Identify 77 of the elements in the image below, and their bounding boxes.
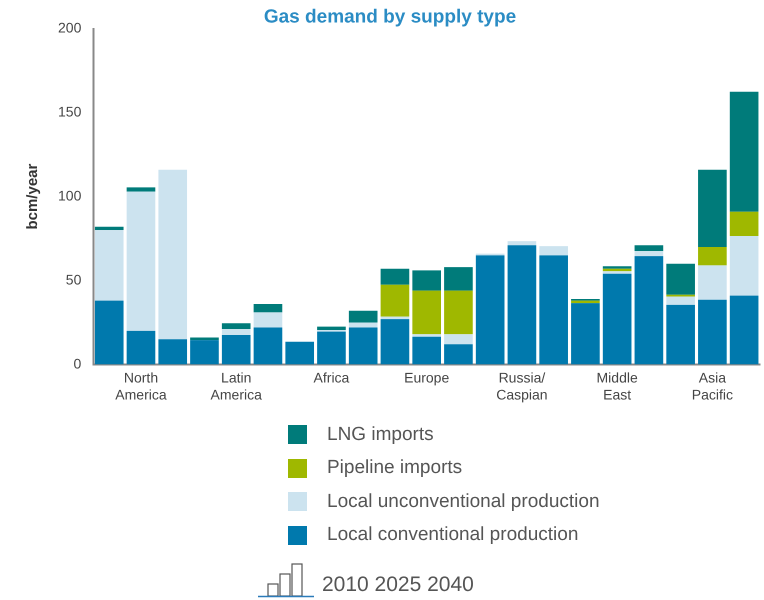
- bar: [602, 266, 632, 269]
- x-tick-label: Latin America: [210, 370, 262, 402]
- bar: [254, 304, 282, 312]
- legend-label: LNG imports: [327, 424, 434, 446]
- text: 2010 2025 2040: [322, 573, 474, 597]
- bar: [444, 267, 473, 291]
- bar: [158, 339, 188, 364]
- bar: [348, 310, 378, 322]
- legend-label: Local conventional production: [327, 524, 578, 546]
- bar: [634, 256, 664, 364]
- bar: [602, 274, 632, 364]
- y-tick-label: 50: [66, 271, 82, 288]
- y-tick-label: 0: [74, 355, 82, 372]
- bar: [380, 284, 410, 317]
- bar: [412, 270, 442, 291]
- bar: [285, 342, 314, 364]
- bar: [380, 319, 410, 364]
- bar: [698, 265, 727, 300]
- bar: [698, 300, 727, 364]
- bar: [94, 300, 124, 364]
- legend-label: Local unconventional production: [327, 490, 600, 513]
- x-tick-label: Middle East: [596, 370, 638, 402]
- bar: [222, 323, 251, 330]
- bar: [602, 271, 632, 274]
- bar: [508, 245, 536, 364]
- bar: [698, 246, 727, 266]
- bar: [190, 340, 219, 364]
- bar: [571, 303, 600, 364]
- x-tick-label: North America: [115, 370, 167, 402]
- bar: [317, 326, 346, 330]
- bar: [730, 212, 758, 236]
- bar: [508, 241, 536, 246]
- bar: [412, 334, 442, 337]
- y-axis-title: bcm/year: [24, 164, 42, 230]
- bar: [348, 327, 378, 364]
- bar: [444, 334, 473, 344]
- bar: [666, 296, 695, 305]
- bar: [222, 335, 251, 364]
- bar: [539, 255, 568, 364]
- bar: [317, 332, 346, 364]
- bar: [190, 338, 219, 340]
- bar: [444, 290, 473, 334]
- x-tick-label: Asia Pacific: [692, 370, 733, 402]
- bar: [634, 245, 664, 252]
- bar: [730, 92, 758, 212]
- chart-title: Gas demand by supply type: [264, 6, 516, 28]
- bar: [444, 344, 473, 364]
- bar: [348, 322, 378, 328]
- bar: [380, 268, 410, 285]
- bar: [698, 170, 727, 247]
- bar: [412, 336, 442, 364]
- bar: [539, 246, 568, 256]
- legend-label: Pipeline imports: [327, 457, 462, 480]
- x-tick-label: Europe: [404, 370, 450, 386]
- bar: [666, 264, 695, 295]
- bar: [634, 251, 664, 256]
- x-tick-label: Africa: [314, 370, 350, 386]
- bar: [476, 255, 504, 364]
- bar: [94, 230, 124, 301]
- bar: [254, 312, 282, 328]
- y-tick-label: 100: [58, 187, 82, 204]
- bar: [571, 300, 600, 304]
- bar: [158, 170, 188, 340]
- bar: [254, 327, 282, 364]
- bar: [412, 290, 442, 334]
- bar: [126, 187, 156, 192]
- bar: [666, 304, 695, 364]
- bar: [730, 296, 758, 364]
- y-tick-label: 150: [58, 104, 82, 120]
- x-tick-label: Russia/Caspian: [496, 370, 548, 402]
- y-tick-label: 200: [58, 20, 82, 36]
- bar: [602, 268, 632, 272]
- bar: [380, 316, 410, 320]
- bar: [126, 192, 156, 331]
- bar: [730, 236, 758, 296]
- bar: [126, 330, 156, 364]
- bar: [222, 329, 251, 336]
